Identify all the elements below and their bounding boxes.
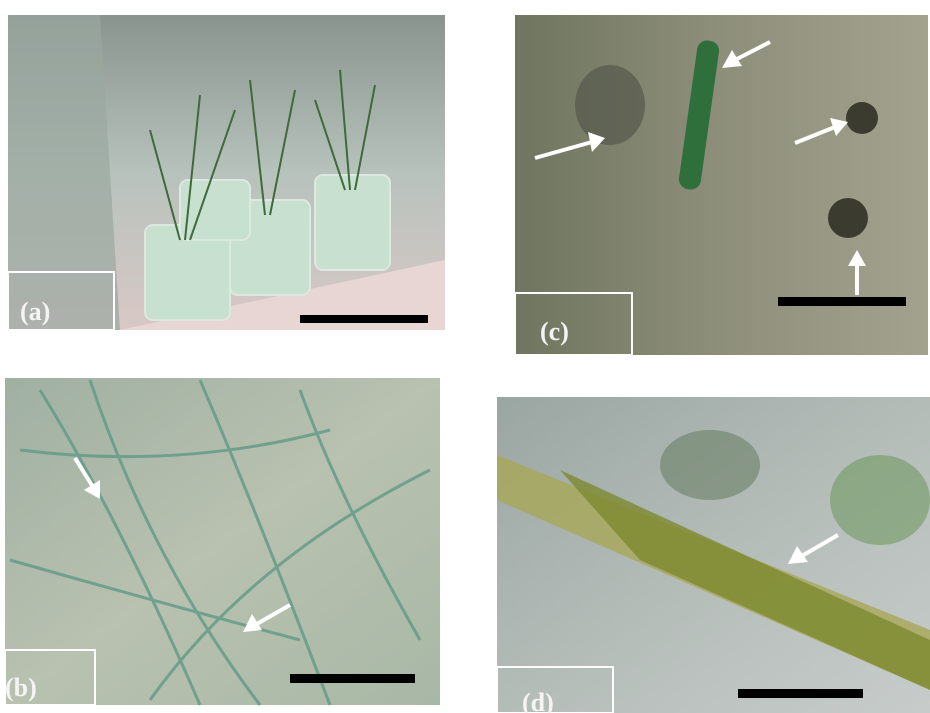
scale-bar xyxy=(778,297,906,306)
stain xyxy=(828,198,868,238)
panel-label: (a) xyxy=(20,297,50,326)
scale-bar xyxy=(300,315,428,323)
panel-label: (d) xyxy=(522,688,554,713)
panel-c: (c) xyxy=(515,15,928,355)
figure: (a) (c) (b) xyxy=(0,0,930,713)
scale-bar xyxy=(738,689,863,698)
panel-a: (a) xyxy=(8,15,445,330)
stain xyxy=(575,65,645,145)
panel-label: (c) xyxy=(540,317,569,346)
scale-bar xyxy=(290,674,415,683)
panel-b: (b) xyxy=(5,378,440,705)
stain xyxy=(846,102,878,134)
panel-d: (d) xyxy=(497,397,930,713)
stain xyxy=(830,455,930,545)
photo xyxy=(5,378,440,705)
panel-label: (b) xyxy=(5,673,37,702)
stain xyxy=(660,430,760,500)
